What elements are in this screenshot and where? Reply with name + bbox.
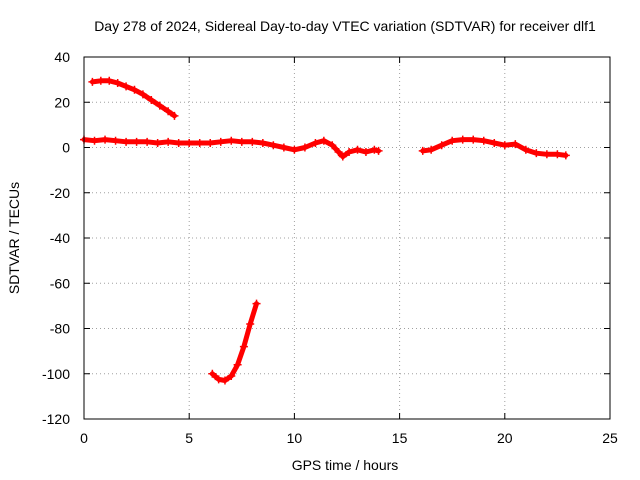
data-point <box>153 138 162 147</box>
x-tick-label: 25 <box>602 430 618 446</box>
y-tick-label: -20 <box>50 185 70 201</box>
y-tick-label: 40 <box>54 49 70 65</box>
data-point <box>239 342 248 351</box>
data-point <box>143 137 152 146</box>
data-point <box>237 137 246 146</box>
data-point <box>437 141 446 150</box>
series-upper-arc <box>88 76 179 120</box>
series-main-track-1 <box>80 135 383 161</box>
x-tick-label: 10 <box>287 430 303 446</box>
data-point <box>258 138 267 147</box>
data-point <box>279 143 288 152</box>
data-point <box>132 137 141 146</box>
axis-ticks: 0 5 10 15 20 25 -120 -100 -80 -60 -40 -20 0 20 40 <box>42 49 618 446</box>
data-point <box>353 145 362 154</box>
data-point <box>122 82 131 91</box>
data-point <box>490 138 499 147</box>
data-point <box>479 136 488 145</box>
data-point <box>361 148 370 157</box>
data-point <box>511 140 520 149</box>
data-point <box>164 107 173 116</box>
data-point <box>113 79 122 88</box>
data-point <box>500 141 509 150</box>
data-point <box>130 85 139 94</box>
data-point <box>370 145 379 154</box>
data-point <box>195 138 204 147</box>
data-point <box>345 148 354 157</box>
data-point <box>227 136 236 145</box>
data-point <box>561 151 570 160</box>
data-point <box>208 369 217 378</box>
series-line <box>89 78 177 119</box>
x-tick-label: 20 <box>497 430 513 446</box>
y-tick-label: -40 <box>50 230 70 246</box>
y-tick-label: 20 <box>54 94 70 110</box>
data-point <box>214 375 223 384</box>
data-point <box>553 150 562 159</box>
data-point <box>216 137 225 146</box>
data-point <box>469 135 478 144</box>
data-point <box>427 145 436 154</box>
data-point <box>300 143 309 152</box>
plot-frame <box>83 56 611 420</box>
x-tick-label: 15 <box>392 430 408 446</box>
data-point <box>319 136 328 145</box>
data-point <box>206 138 215 147</box>
data-point <box>101 135 110 144</box>
series-line <box>209 301 259 383</box>
chart-title: Day 278 of 2024, Sidereal Day-to-day VTE… <box>94 18 596 34</box>
y-tick-label: -80 <box>50 321 70 337</box>
data-point <box>248 137 257 146</box>
grid <box>84 57 610 419</box>
data-point <box>374 146 383 155</box>
data-point <box>185 138 194 147</box>
data-point <box>96 76 105 85</box>
y-tick-label: -120 <box>42 411 70 427</box>
data-point <box>227 372 236 381</box>
data-point <box>88 77 97 86</box>
data-point <box>90 136 99 145</box>
data-point <box>220 376 229 385</box>
data-point <box>458 135 467 144</box>
x-tick-label: 0 <box>80 430 88 446</box>
data-point <box>147 95 156 104</box>
x-tick-label: 5 <box>185 430 193 446</box>
data-points <box>80 76 570 385</box>
data-point <box>418 146 427 155</box>
data-point <box>174 138 183 147</box>
data-point <box>138 90 147 99</box>
y-tick-label: -60 <box>50 275 70 291</box>
data-point <box>328 141 337 150</box>
data-point <box>269 141 278 150</box>
data-point <box>542 150 551 159</box>
y-tick-label: 0 <box>62 140 70 156</box>
data-point <box>155 101 164 110</box>
series-lower-arc <box>208 299 261 385</box>
data-point <box>233 360 242 369</box>
data-point <box>521 145 530 154</box>
data-point <box>252 299 261 308</box>
data-point <box>111 136 120 145</box>
data-point <box>246 319 255 328</box>
data-point <box>334 148 343 157</box>
data-point <box>338 152 347 161</box>
y-axis-label: SDTVAR / TECUs <box>6 182 22 294</box>
x-axis-label: GPS time / hours <box>292 457 399 473</box>
data-point <box>164 137 173 146</box>
data-point <box>290 145 299 154</box>
data-point <box>122 137 131 146</box>
data-point <box>311 138 320 147</box>
y-tick-label: -100 <box>42 366 70 382</box>
data-point <box>105 76 114 85</box>
data-point <box>532 149 541 158</box>
series-main-track-2 <box>418 135 570 160</box>
data-point <box>170 111 179 120</box>
data-point <box>448 136 457 145</box>
